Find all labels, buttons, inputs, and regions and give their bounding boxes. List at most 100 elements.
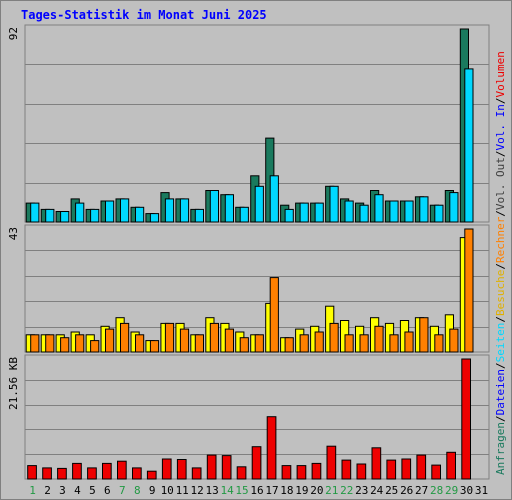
x-tick-label-day-15: 15 <box>235 484 248 497</box>
panel-1-y-max-label: 92 <box>7 27 20 40</box>
x-tick-label-day-6: 6 <box>104 484 111 497</box>
bar-volumen-day-23 <box>356 463 367 480</box>
legend-item-vol-out: Vol. Out <box>494 157 507 210</box>
bar-rechner-day-11 <box>179 328 190 353</box>
bar-dateien-day-5 <box>90 208 100 223</box>
bar-rechner-day-29 <box>449 328 459 353</box>
bar-dateien-day-21 <box>329 185 339 223</box>
bar-volumen-day-5 <box>87 467 97 480</box>
bar-volumen-day-22 <box>341 459 352 480</box>
bar-volumen-day-10 <box>161 458 172 480</box>
bar-rechner-day-19 <box>299 334 309 353</box>
x-tick-label-day-24: 24 <box>370 484 384 497</box>
bar-dateien-day-18 <box>284 208 294 223</box>
legend-item-seiten: Seiten <box>494 323 507 363</box>
bar-rechner-day-10 <box>164 322 175 353</box>
bar-rechner-day-6 <box>105 328 115 353</box>
bar-volumen-day-24 <box>371 447 382 480</box>
x-tick-label-day-11: 11 <box>176 484 189 497</box>
bar-volumen-day-11 <box>176 459 187 480</box>
bar-rechner-day-18 <box>284 337 294 353</box>
legend-item-besuche: Besuche <box>494 270 507 316</box>
bar-rechner-day-15 <box>239 337 249 353</box>
x-tick-label-day-8: 8 <box>134 484 141 497</box>
legend-separator: / <box>494 263 507 270</box>
bar-dateien-day-2 <box>45 208 55 223</box>
bar-volumen-day-14 <box>221 455 232 480</box>
bar-volumen-day-1 <box>27 465 37 480</box>
x-tick-label-day-10: 10 <box>161 484 174 497</box>
x-tick-label-day-5: 5 <box>89 484 96 497</box>
x-tick-label-day-31: 31 <box>475 484 488 497</box>
legend-item-rechner: Rechner <box>494 216 507 263</box>
bar-volumen-day-30 <box>461 358 471 480</box>
panel-2-y-max-label: 43 <box>7 227 20 240</box>
chart-title: Tages-Statistik im Monat Juni 2025 <box>21 8 267 22</box>
x-tick-label-day-29: 29 <box>445 484 458 497</box>
bar-rechner-day-13 <box>209 322 220 353</box>
legend-separator: / <box>494 362 507 369</box>
bar-dateien-day-14 <box>224 194 235 223</box>
x-tick-label-day-20: 20 <box>310 484 323 497</box>
bar-volumen-day-21 <box>326 445 337 480</box>
bar-volumen-day-9 <box>146 470 157 480</box>
x-tick-label-day-13: 13 <box>205 484 218 497</box>
x-tick-label-day-14: 14 <box>220 484 234 497</box>
bar-rechner-day-25 <box>389 334 399 353</box>
x-tick-label-day-30: 30 <box>460 484 473 497</box>
bar-rechner-day-8 <box>135 334 145 353</box>
bar-dateien-day-28 <box>434 204 444 223</box>
x-tick-label-day-26: 26 <box>400 484 413 497</box>
x-tick-label-day-12: 12 <box>190 484 203 497</box>
legend-item-dateien: Dateien <box>494 369 507 415</box>
bar-rechner-day-7 <box>120 322 130 353</box>
bar-rechner-day-1 <box>30 334 40 353</box>
bar-dateien-day-9 <box>149 213 160 223</box>
bar-dateien-day-27 <box>419 196 429 223</box>
bar-volumen-day-28 <box>431 464 441 480</box>
bar-volumen-day-18 <box>281 465 292 480</box>
legend-separator: / <box>494 97 507 104</box>
bar-rechner-day-2 <box>45 334 55 353</box>
bar-dateien-day-19 <box>299 202 309 223</box>
bar-rechner-day-12 <box>194 334 205 353</box>
x-tick-label-day-28: 28 <box>430 484 443 497</box>
bar-dateien-day-11 <box>179 198 190 223</box>
legend-item-volumen: Volumen <box>494 51 507 97</box>
bar-dateien-day-4 <box>75 202 85 223</box>
legend-separator: / <box>494 316 507 323</box>
bar-volumen-day-6 <box>102 462 112 480</box>
bar-rechner-day-22 <box>344 334 354 353</box>
x-tick-label-day-23: 23 <box>355 484 368 497</box>
panel-3-y-max-label: 21.56 KB <box>7 357 20 410</box>
legend-item-vol-in: Vol. In <box>494 104 507 150</box>
bar-rechner-day-21 <box>329 322 339 353</box>
bar-volumen-day-29 <box>446 451 456 480</box>
bar-dateien-day-26 <box>404 200 414 223</box>
bar-dateien-day-10 <box>164 198 175 223</box>
bar-volumen-day-16 <box>251 446 262 480</box>
bar-rechner-day-5 <box>90 340 100 353</box>
bar-volumen-day-20 <box>311 462 322 480</box>
bar-rechner-day-3 <box>60 337 70 353</box>
bar-rechner-day-26 <box>404 331 414 353</box>
bar-rechner-day-16 <box>254 334 264 353</box>
bar-volumen-day-8 <box>132 467 142 480</box>
bar-rechner-day-28 <box>434 334 444 353</box>
x-tick-label-day-19: 19 <box>295 484 308 497</box>
x-tick-label-day-25: 25 <box>385 484 398 497</box>
bar-volumen-day-12 <box>191 467 202 480</box>
bar-dateien-day-8 <box>135 206 145 223</box>
bar-dateien-day-29 <box>449 192 459 223</box>
bar-rechner-day-17 <box>269 277 279 353</box>
x-tick-label-day-2: 2 <box>44 484 51 497</box>
bar-volumen-day-4 <box>72 462 82 480</box>
bar-dateien-day-24 <box>374 194 384 223</box>
x-tick-label-day-22: 22 <box>340 484 353 497</box>
bar-dateien-day-12 <box>194 208 205 223</box>
bar-rechner-day-20 <box>314 331 324 353</box>
bar-volumen-day-3 <box>57 467 67 480</box>
bar-dateien-day-20 <box>314 202 324 223</box>
